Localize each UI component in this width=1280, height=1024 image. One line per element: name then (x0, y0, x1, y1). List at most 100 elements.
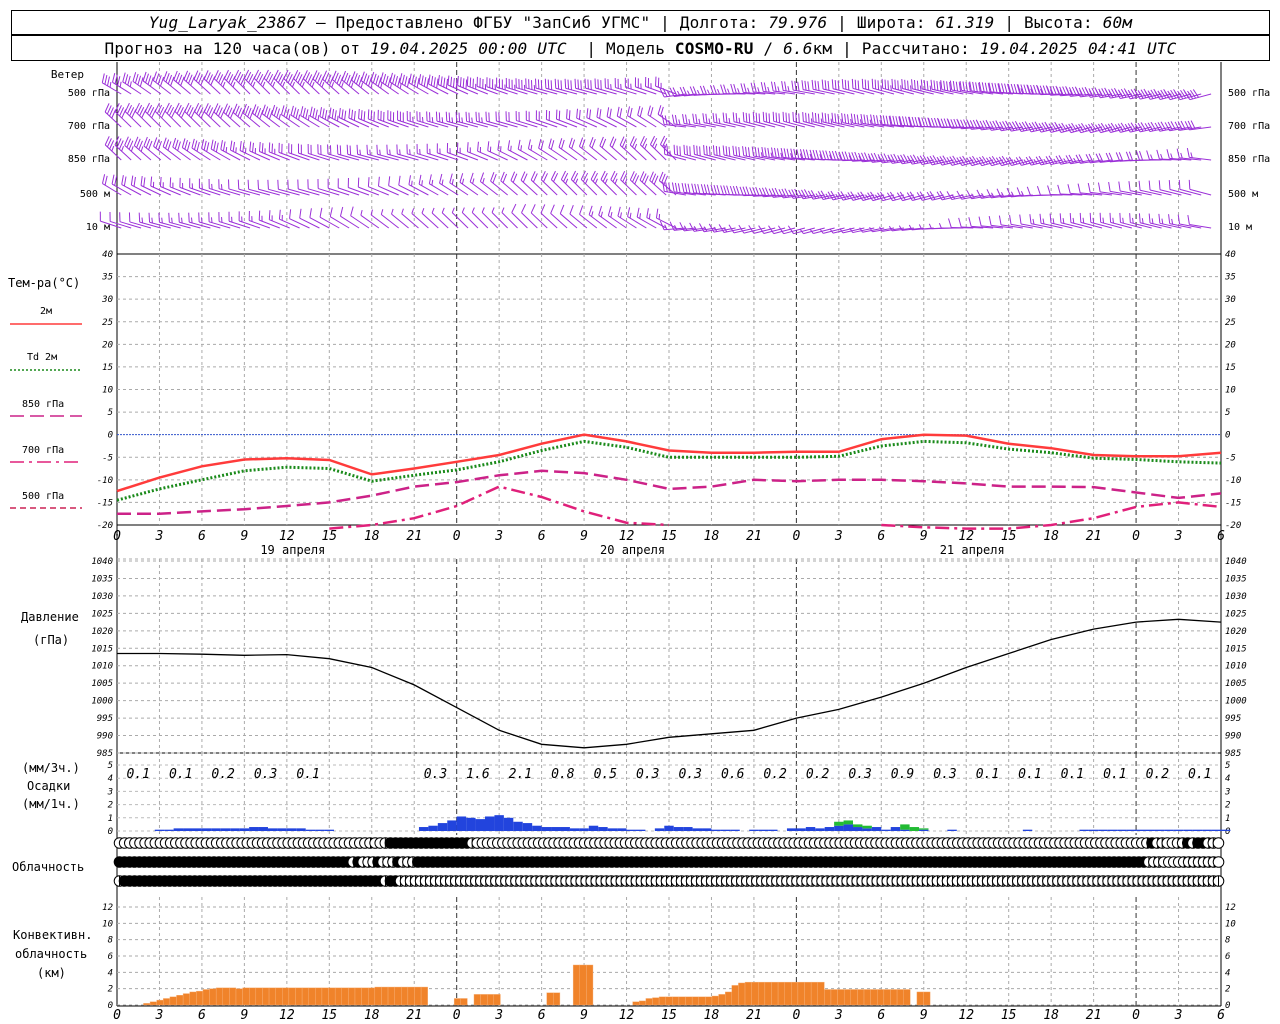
precip-bar (758, 829, 769, 831)
wind-barb (831, 79, 855, 95)
wind-barb (712, 145, 736, 161)
y-tick-label: -10 (1225, 476, 1241, 486)
precip-bar (626, 829, 636, 831)
wind-barb (370, 71, 390, 95)
y-tick-label: -5 (1225, 453, 1236, 463)
precip-bar (711, 829, 721, 831)
wind-barb (261, 104, 281, 128)
wind-barb (459, 173, 479, 196)
x-tick-label: 6 (877, 1008, 885, 1023)
wind-barb (948, 218, 974, 229)
wind-barb (617, 206, 637, 229)
wind-barb (486, 77, 508, 95)
wind-barb (689, 86, 716, 96)
wind-barb (329, 107, 350, 128)
model-resolution-unit: км (812, 38, 833, 58)
wind-barb (770, 81, 796, 95)
wind-barb (441, 207, 459, 229)
wind-barb (811, 79, 835, 95)
wind-barb (466, 76, 489, 95)
wind-barb (479, 172, 499, 196)
x-tick-label: 15 (1001, 529, 1017, 544)
wind-barb (996, 188, 1023, 198)
y-tick-label: 1025 (1225, 609, 1247, 619)
y-tick-label: 1040 (1225, 557, 1247, 567)
wind-barb (1069, 213, 1093, 229)
precip-bar (796, 828, 806, 831)
header-row-2: Прогноз на 120 часа(ов) от 19.04.2025 00… (11, 35, 1270, 61)
precip-bar-snow (862, 825, 872, 829)
convective-bar (321, 987, 329, 1006)
convective-bar (401, 986, 409, 1006)
precip-bar (871, 827, 882, 831)
x-tick-label: 18 (364, 1008, 380, 1023)
y-tick-label: -10 (97, 476, 113, 486)
y-tick-label: 1 (1225, 814, 1230, 824)
convective-bar (810, 981, 818, 1006)
wind-barb (406, 110, 429, 128)
precip-bar-snow (909, 827, 920, 831)
wind-barb (283, 69, 300, 95)
wind-barb (418, 174, 439, 196)
y-tick-label: 40 (1225, 250, 1236, 260)
y-tick-label: 995 (1225, 714, 1241, 724)
wind-barb (636, 207, 657, 229)
convective-bar (824, 989, 832, 1006)
wind-barb (644, 77, 667, 95)
precip-3h-label: 0.2 (1146, 767, 1170, 782)
x-tick-label: 0 (453, 529, 461, 544)
wind-barb (712, 112, 736, 128)
convective-bar (282, 987, 290, 1006)
y-tick-label: 15 (1225, 363, 1236, 373)
precip-bar (513, 821, 523, 831)
wind-barb (851, 78, 875, 95)
precip-bar (768, 829, 778, 831)
wind-barb (163, 71, 182, 95)
precip-bar (853, 827, 863, 831)
convective-bar (843, 989, 851, 1006)
wind-barb (527, 139, 548, 161)
wind-barb (148, 212, 171, 229)
wind-barb (439, 173, 459, 196)
wind-barb (781, 81, 805, 95)
wind-barb (732, 145, 756, 161)
precip-bar (881, 829, 891, 831)
wind-barb (178, 212, 201, 229)
wind-barb (626, 106, 647, 128)
wind-barb (841, 79, 865, 95)
precip-bar (1183, 829, 1193, 831)
y-tick-label: 1030 (91, 592, 113, 602)
wind-barb (738, 224, 766, 234)
precip-3h-label: 0.5 (594, 767, 618, 782)
wind-barb (545, 110, 568, 128)
wind-barb (280, 105, 300, 128)
wind-barb (1097, 182, 1122, 196)
wind-barb (162, 137, 181, 161)
precip-bar (437, 823, 448, 831)
convective-bar (295, 987, 303, 1006)
convective-bar (301, 987, 309, 1006)
wind-barb (538, 138, 558, 161)
wind-barb (639, 135, 657, 161)
wind-barb (271, 104, 290, 128)
temp-series-line (116, 439, 1222, 502)
wind-barb (356, 144, 379, 161)
wind-barb (297, 179, 320, 196)
wind-barb (946, 155, 974, 166)
wind-barb (109, 211, 132, 229)
convective-bar (718, 994, 726, 1006)
wind-barb (360, 71, 380, 95)
convective-bar (149, 1001, 157, 1006)
latitude-value: 61.319 (935, 13, 995, 32)
wind-barb (169, 177, 191, 196)
convective-bar (235, 988, 243, 1006)
wind-barb (495, 111, 518, 128)
wind-barb (614, 78, 637, 95)
y-tick-label: 995 (97, 714, 113, 724)
precip-bar (1136, 829, 1146, 831)
wind-barb (322, 70, 340, 95)
wind-barb (247, 179, 270, 196)
y-tick-label: 1000 (1225, 697, 1247, 707)
wind-barb (762, 111, 786, 128)
precip-bar (286, 828, 297, 831)
